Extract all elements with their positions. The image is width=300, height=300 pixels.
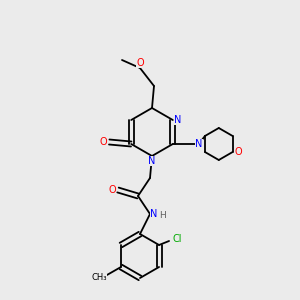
Text: O: O xyxy=(235,147,242,157)
Text: Cl: Cl xyxy=(172,234,182,244)
Text: O: O xyxy=(108,185,116,195)
Text: O: O xyxy=(136,58,144,68)
Text: N: N xyxy=(195,139,202,149)
Text: H: H xyxy=(159,212,165,220)
Text: CH₃: CH₃ xyxy=(91,272,107,281)
Text: O: O xyxy=(99,137,107,147)
Text: N: N xyxy=(174,115,182,125)
Text: N: N xyxy=(150,209,158,219)
Text: N: N xyxy=(148,156,156,166)
